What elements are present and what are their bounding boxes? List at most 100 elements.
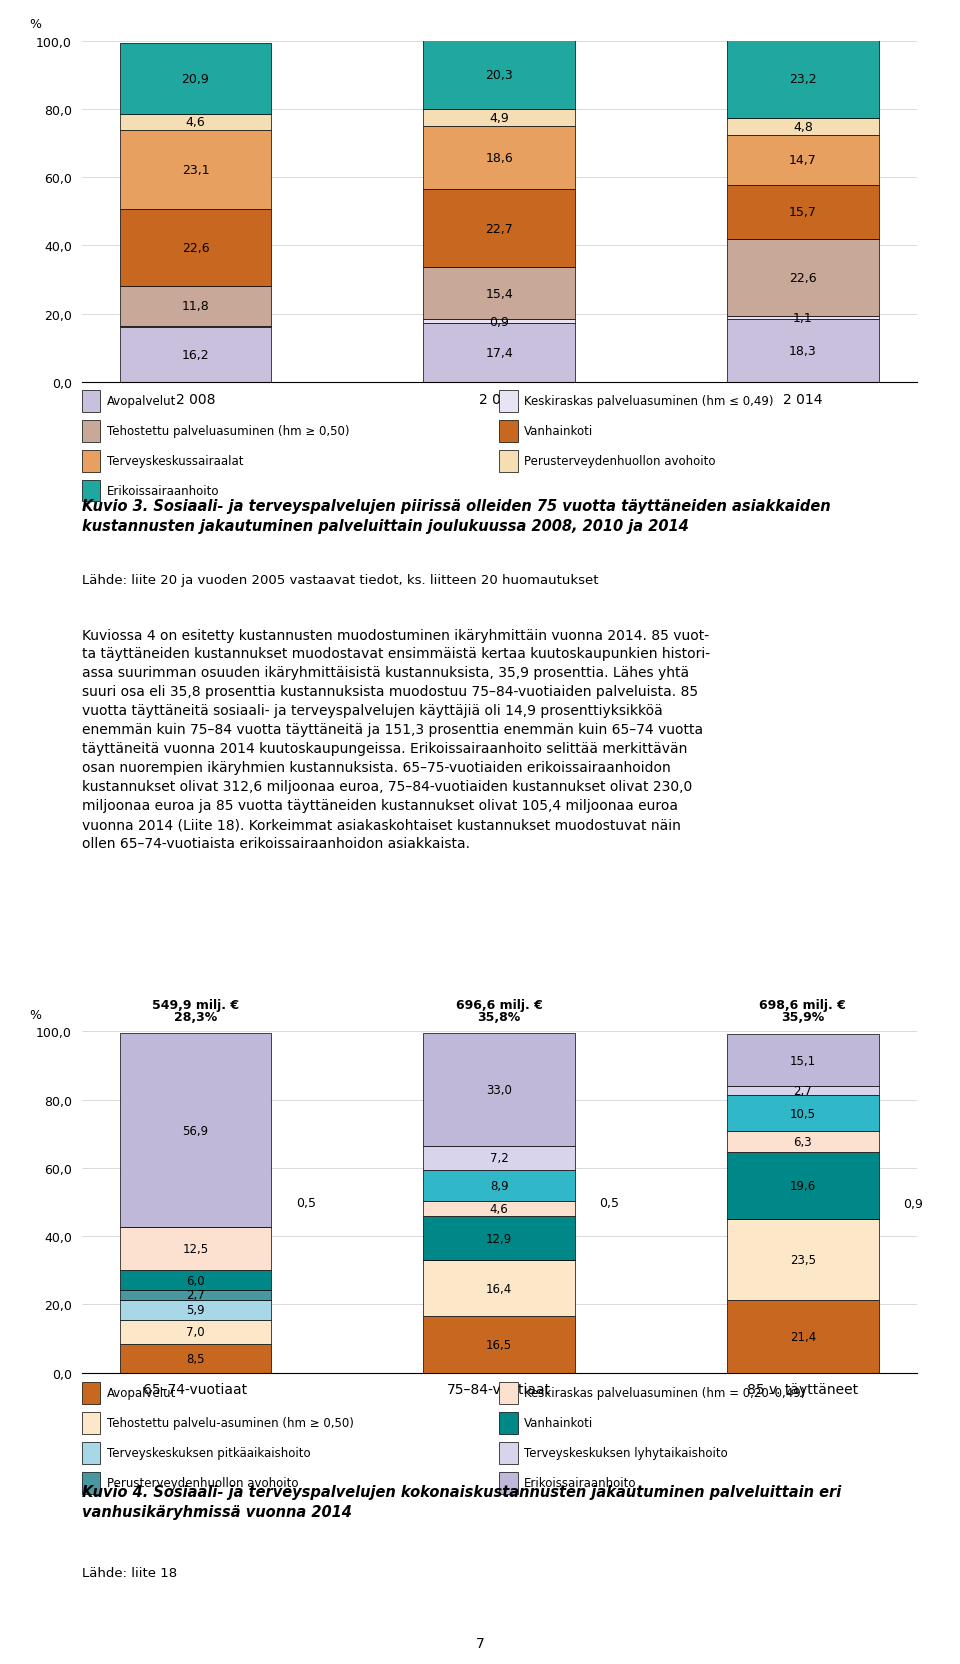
Bar (727, 1095, 878, 1132)
Bar (120, 1345, 272, 1373)
Bar (499, 1473, 517, 1494)
Bar (727, 1087, 878, 1095)
Text: 12,9: 12,9 (486, 1231, 513, 1245)
Text: Lähde: liite 18: Lähde: liite 18 (82, 1566, 177, 1579)
Text: 1,1: 1,1 (793, 311, 813, 324)
Text: 23,1: 23,1 (181, 163, 209, 176)
Bar (120, 43, 272, 115)
Bar (423, 1316, 575, 1373)
Bar (120, 1291, 272, 1300)
Text: 2,7: 2,7 (794, 1085, 812, 1097)
Bar (82, 421, 100, 443)
Text: 20,9: 20,9 (181, 73, 209, 87)
Text: 7,0: 7,0 (186, 1325, 204, 1338)
Bar (120, 210, 272, 286)
Bar (423, 1170, 575, 1201)
Text: 28,3%: 28,3% (174, 1010, 217, 1023)
Text: Vanhainkoti: Vanhainkoti (524, 424, 593, 438)
Text: 23,2: 23,2 (789, 73, 817, 87)
Bar (82, 391, 100, 413)
Text: 8,5: 8,5 (186, 1351, 204, 1364)
Y-axis label: %: % (30, 1008, 41, 1022)
Bar (423, 1201, 575, 1216)
Bar (423, 319, 575, 323)
Bar (423, 190, 575, 268)
Bar (499, 421, 517, 443)
Text: 35,8%: 35,8% (477, 1010, 521, 1023)
Bar (82, 481, 100, 503)
Bar (423, 1033, 575, 1146)
Bar (82, 1443, 100, 1464)
Text: 17,4: 17,4 (486, 346, 513, 359)
Text: Terveyskeskussairaalat: Terveyskeskussairaalat (107, 454, 243, 468)
Bar (423, 268, 575, 319)
Bar (120, 1320, 272, 1345)
Text: 696,6 milj. €: 696,6 milj. € (456, 998, 542, 1012)
Bar (727, 1035, 878, 1087)
Text: 21,4: 21,4 (790, 1330, 816, 1343)
Text: 8,9: 8,9 (490, 1180, 509, 1191)
Bar (120, 286, 272, 326)
Bar (727, 316, 878, 319)
Bar (120, 131, 272, 210)
Text: 6,0: 6,0 (186, 1275, 204, 1286)
Text: 16,2: 16,2 (181, 348, 209, 361)
Text: 7,2: 7,2 (490, 1151, 509, 1165)
Text: 18,6: 18,6 (486, 151, 513, 165)
Text: Avopalvelut: Avopalvelut (107, 1386, 176, 1399)
Bar (82, 1413, 100, 1434)
Bar (82, 1383, 100, 1404)
Bar (499, 1443, 517, 1464)
Text: 698,6 milj. €: 698,6 milj. € (759, 998, 847, 1012)
Bar (423, 323, 575, 383)
Text: 16,5: 16,5 (486, 1338, 513, 1351)
Text: Kuvio 4. Sosiaali- ja terveyspalvelujen kokonaiskustannusten jakautuminen palvel: Kuvio 4. Sosiaali- ja terveyspalvelujen … (82, 1484, 841, 1519)
Text: 15,7: 15,7 (789, 206, 817, 220)
Y-axis label: %: % (30, 18, 41, 32)
Text: 22,6: 22,6 (181, 241, 209, 255)
Text: Keskiraskas palveluasuminen (hm = 0,20–0,49): Keskiraskas palveluasuminen (hm = 0,20–0… (524, 1386, 805, 1399)
Text: Terveyskeskuksen pitkäaikaishoito: Terveyskeskuksen pitkäaikaishoito (107, 1446, 310, 1459)
Text: 14,7: 14,7 (789, 155, 817, 168)
Text: Perusterveydenhuollon avohoito: Perusterveydenhuollon avohoito (107, 1476, 299, 1489)
Text: 23,5: 23,5 (790, 1253, 816, 1266)
Text: 4,6: 4,6 (490, 1201, 509, 1215)
Text: 7: 7 (475, 1636, 485, 1651)
Text: 0,5: 0,5 (296, 1196, 316, 1210)
Text: 16,4: 16,4 (486, 1281, 513, 1295)
Bar (499, 451, 517, 473)
Bar (423, 126, 575, 190)
Bar (727, 319, 878, 383)
Text: 0,9: 0,9 (490, 316, 509, 328)
Text: 22,7: 22,7 (486, 223, 513, 236)
Text: Erikoissairaanhoito: Erikoissairaanhoito (524, 1476, 636, 1489)
Bar (423, 1216, 575, 1261)
Text: 56,9: 56,9 (182, 1123, 208, 1137)
Text: 11,8: 11,8 (181, 300, 209, 313)
Bar (727, 186, 878, 240)
Bar (499, 1383, 517, 1404)
Text: 19,6: 19,6 (790, 1180, 816, 1193)
Bar (120, 1228, 272, 1270)
Text: Keskiraskas palveluasuminen (hm ≤ 0,49): Keskiraskas palveluasuminen (hm ≤ 0,49) (524, 394, 774, 408)
Bar (727, 1132, 878, 1153)
Bar (82, 451, 100, 473)
Text: 4,6: 4,6 (185, 116, 205, 130)
Text: 22,6: 22,6 (789, 271, 817, 285)
Text: 33,0: 33,0 (487, 1083, 512, 1097)
Text: 6,3: 6,3 (794, 1135, 812, 1148)
Text: Avopalvelut: Avopalvelut (107, 394, 176, 408)
Text: 15,4: 15,4 (486, 288, 513, 301)
Text: 10,5: 10,5 (790, 1107, 816, 1120)
Bar (727, 136, 878, 186)
Bar (727, 1220, 878, 1300)
Bar (727, 120, 878, 136)
Text: 0,5: 0,5 (599, 1196, 619, 1210)
Bar (727, 40, 878, 120)
Text: 2,7: 2,7 (186, 1288, 204, 1301)
Text: Tehostettu palvelu-asuminen (hm ≥ 0,50): Tehostettu palvelu-asuminen (hm ≥ 0,50) (107, 1416, 353, 1429)
Text: Lähde: liite 20 ja vuoden 2005 vastaavat tiedot, ks. liitteen 20 huomautukset: Lähde: liite 20 ja vuoden 2005 vastaavat… (82, 574, 598, 587)
Bar (423, 42, 575, 110)
Bar (120, 115, 272, 131)
Bar (499, 391, 517, 413)
